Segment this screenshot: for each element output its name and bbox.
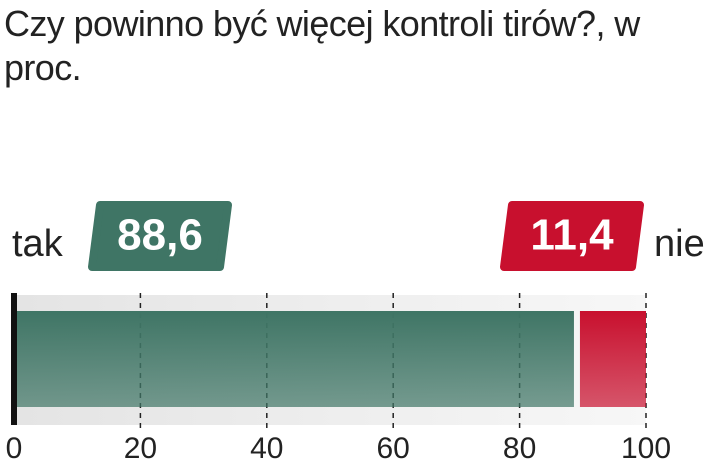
x-tick-label: 20 bbox=[124, 432, 157, 465]
x-tick-label: 80 bbox=[503, 432, 536, 465]
value-badge bbox=[88, 201, 232, 271]
value-badge bbox=[500, 201, 644, 271]
bar-segment bbox=[14, 311, 574, 407]
x-tick-label: 0 bbox=[6, 432, 23, 465]
value-label: 88,6 bbox=[117, 211, 203, 260]
legend-label: nie bbox=[654, 223, 705, 265]
x-tick-label: 60 bbox=[377, 432, 410, 465]
x-tick-label: 40 bbox=[250, 432, 283, 465]
value-label: 11,4 bbox=[530, 211, 614, 260]
legend-label: tak bbox=[12, 223, 64, 265]
bar-segment bbox=[579, 311, 646, 407]
x-tick-label: 100 bbox=[621, 432, 671, 465]
chart-title: Czy powinno być więcej kontroli tirów?, … bbox=[4, 3, 640, 88]
